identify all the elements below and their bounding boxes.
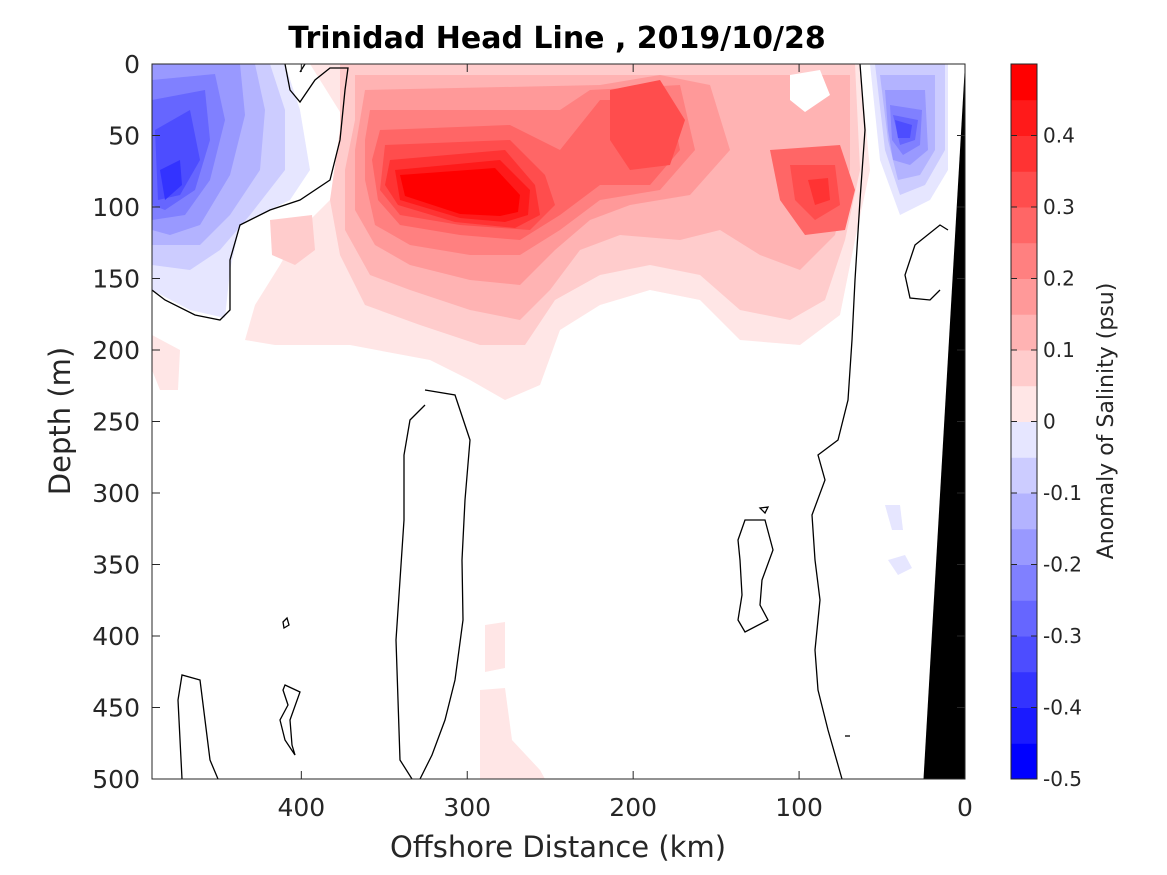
y-tick-label: 100 — [92, 193, 140, 222]
colorbar-band — [1011, 385, 1037, 422]
colorbar-tick-label: 0.1 — [1043, 338, 1075, 362]
positive-anomaly-core — [152, 64, 912, 779]
y-tick-label: 500 — [92, 765, 140, 794]
y-tick-label: 300 — [92, 479, 140, 508]
y-tick-label: 0 — [124, 50, 140, 79]
colorbar-tick-label: -0.2 — [1043, 553, 1082, 577]
colorbar-band — [1011, 99, 1037, 136]
y-tick-label: 350 — [92, 551, 140, 580]
colorbar-tick-label: -0.1 — [1043, 481, 1082, 505]
chart-title: Trinidad Head Line , 2019/10/28 — [288, 21, 825, 56]
colorbar-band — [1011, 242, 1037, 279]
y-tick-label: 150 — [92, 265, 140, 294]
colorbar-band — [1011, 707, 1037, 744]
colorbar-band — [1011, 528, 1037, 565]
x-tick-label: 300 — [443, 793, 491, 822]
colorbar-tick-label: -0.3 — [1043, 624, 1082, 648]
colorbar-band — [1011, 671, 1037, 708]
colorbar-band — [1011, 600, 1037, 637]
colorbar-band — [1011, 457, 1037, 494]
colorbar-band — [1011, 743, 1037, 780]
colorbar-band — [1011, 493, 1037, 530]
y-tick-label: 50 — [108, 122, 140, 151]
y-tick-label: 250 — [92, 408, 140, 437]
y-tick-label: 200 — [92, 336, 140, 365]
negative-anomaly-west — [152, 64, 310, 318]
x-axis-label: Offshore Distance (km) — [390, 830, 726, 864]
colorbar-band — [1011, 564, 1037, 601]
colorbar-band — [1011, 64, 1037, 101]
zero-contour-lines — [152, 64, 949, 779]
colorbar-band — [1011, 421, 1037, 458]
x-axis-ticks: 400 300 200 100 0 — [277, 64, 973, 822]
y-axis-ticks: 0 50 100 150 200 250 300 350 400 450 500 — [92, 50, 965, 794]
colorbar-band — [1011, 207, 1037, 244]
x-tick-label: 400 — [277, 793, 325, 822]
colorbar-band — [1011, 314, 1037, 351]
colorbar-band — [1011, 171, 1037, 208]
x-tick-label: 100 — [775, 793, 823, 822]
colorbar-band — [1011, 278, 1037, 315]
colorbar-band — [1011, 135, 1037, 172]
colorbar-band — [1011, 636, 1037, 673]
y-axis-label: Depth (m) — [43, 347, 77, 495]
colorbar-tick-label: 0.3 — [1043, 195, 1075, 219]
y-tick-label: 400 — [92, 622, 140, 651]
colorbar-label: Anomaly of Salinity (psu) — [1094, 283, 1119, 560]
plot-area — [152, 64, 965, 779]
y-tick-label: 450 — [92, 694, 140, 723]
colorbar-tick-label: 0.4 — [1043, 124, 1075, 148]
colorbar-band — [1011, 350, 1037, 387]
colorbar-tick-label: 0 — [1043, 410, 1056, 434]
colorbar-ticks: 0.4 0.3 0.2 0.1 0 -0.1 -0.2 -0.3 -0.4 -0.5 — [1011, 124, 1082, 791]
x-tick-label: 200 — [609, 793, 657, 822]
bathymetry-shelf — [923, 64, 965, 779]
colorbar-tick-label: 0.2 — [1043, 267, 1075, 291]
x-tick-label: 0 — [957, 793, 973, 822]
colorbar-tick-label: -0.5 — [1043, 767, 1082, 791]
negative-anomaly-nearshore — [870, 64, 948, 215]
colorbar-tick-label: -0.4 — [1043, 696, 1082, 720]
